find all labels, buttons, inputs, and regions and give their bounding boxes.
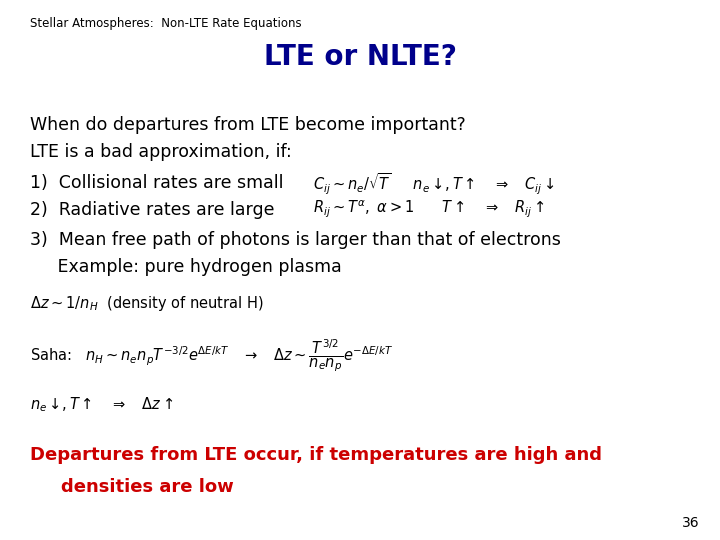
Text: LTE is a bad approximation, if:: LTE is a bad approximation, if: — [30, 143, 292, 161]
Text: 36: 36 — [683, 516, 700, 530]
Text: 3)  Mean free path of photons is larger than that of electrons: 3) Mean free path of photons is larger t… — [30, 231, 561, 249]
Text: LTE or NLTE?: LTE or NLTE? — [264, 43, 456, 71]
Text: Departures from LTE occur, if temperatures are high and: Departures from LTE occur, if temperatur… — [30, 446, 602, 463]
Text: $n_e\downarrow\!,T\uparrow$   $\Rightarrow$   $\Delta z\uparrow$: $n_e\downarrow\!,T\uparrow$ $\Rightarrow… — [30, 395, 174, 414]
Text: 1)  Collisional rates are small: 1) Collisional rates are small — [30, 174, 284, 192]
Text: 2)  Radiative rates are large: 2) Radiative rates are large — [30, 201, 275, 219]
Text: When do departures from LTE become important?: When do departures from LTE become impor… — [30, 116, 466, 134]
Text: densities are low: densities are low — [61, 478, 234, 496]
Text: $\Delta z \sim 1/n_H$  (density of neutral H): $\Delta z \sim 1/n_H$ (density of neutra… — [30, 294, 264, 313]
Text: Stellar Atmospheres:  Non-LTE Rate Equations: Stellar Atmospheres: Non-LTE Rate Equati… — [30, 17, 302, 30]
Text: $R_{ij} \sim T^{\alpha},\ \alpha{>}1$      $T\uparrow$   $\Rightarrow$   $R_{ij}: $R_{ij} \sim T^{\alpha},\ \alpha{>}1$ $T… — [313, 199, 545, 220]
Text: $C_{ij} \sim n_e/\sqrt{T}$     $n_e\downarrow\!,T\uparrow$   $\Rightarrow$   $C_: $C_{ij} \sim n_e/\sqrt{T}$ $n_e\downarro… — [313, 172, 555, 197]
Text: Example: pure hydrogen plasma: Example: pure hydrogen plasma — [30, 258, 342, 276]
Text: Saha:   $n_H \sim n_e n_p T^{-3/2} e^{\Delta E/kT}$   $\rightarrow$   $\Delta z : Saha: $n_H \sim n_e n_p T^{-3/2} e^{\Del… — [30, 338, 393, 374]
